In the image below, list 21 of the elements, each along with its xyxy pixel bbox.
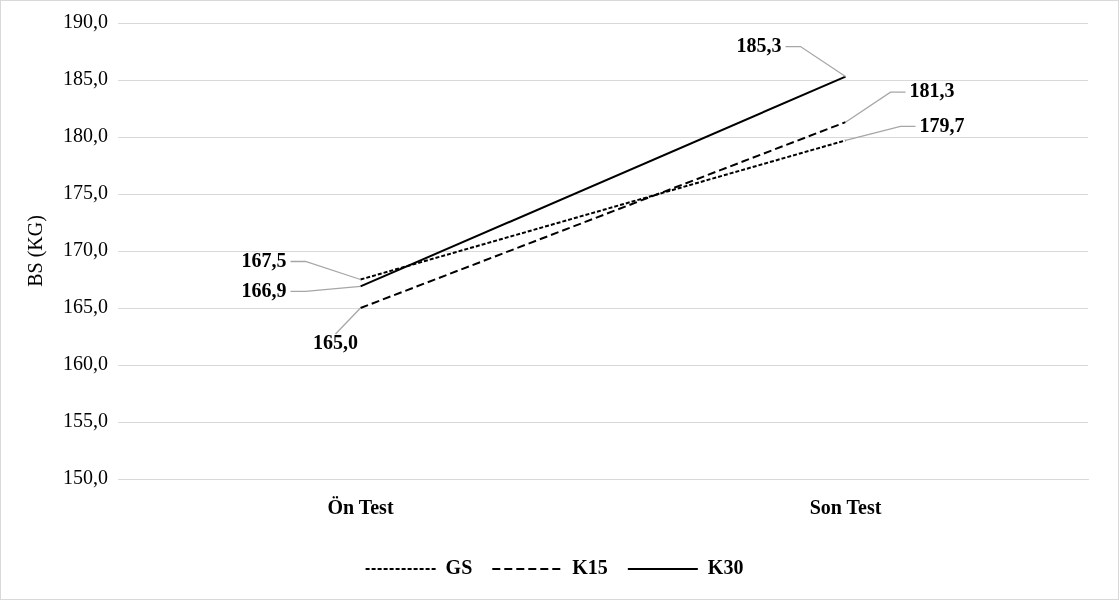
y-tick-label: 190,0	[63, 10, 108, 33]
y-tick-label: 150,0	[63, 466, 108, 489]
y-tick-label: 160,0	[63, 352, 108, 375]
y-tick-label: 170,0	[63, 238, 108, 261]
y-tick-label: 155,0	[63, 409, 108, 432]
y-tick-label: 165,0	[63, 295, 108, 318]
x-tick-label: Ön Test	[327, 496, 394, 519]
data-label: 165,0	[313, 331, 358, 354]
legend-label: K15	[572, 556, 608, 579]
data-label: 167,5	[241, 248, 287, 271]
legend-label: K30	[707, 556, 744, 579]
data-label: 179,7	[919, 113, 965, 136]
y-tick-label: 185,0	[63, 67, 108, 90]
y-tick-label: 175,0	[63, 181, 108, 204]
x-tick-label: Son Test	[809, 496, 882, 519]
data-label: 181,3	[909, 79, 955, 102]
legend-label: GS	[445, 556, 473, 579]
y-axis-title: BS (KG)	[24, 215, 48, 287]
data-label: 166,9	[241, 278, 287, 301]
y-tick-label: 180,0	[63, 124, 108, 147]
data-label: 185,3	[736, 33, 782, 56]
